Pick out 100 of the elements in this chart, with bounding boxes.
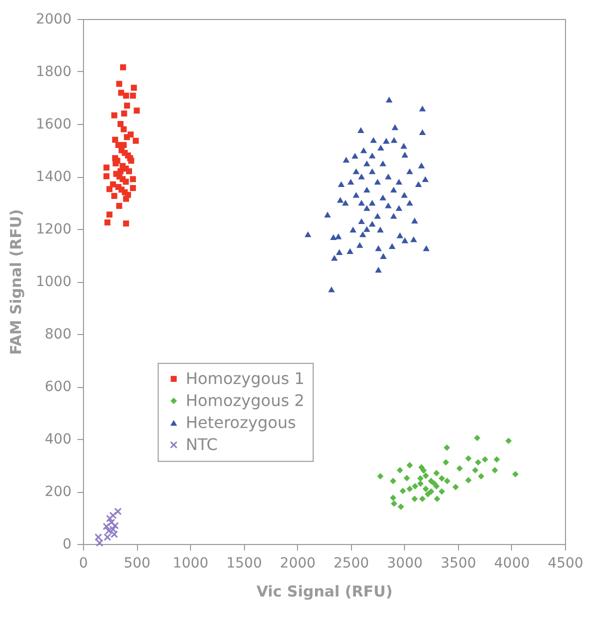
point [117, 121, 124, 127]
point [390, 500, 398, 507]
point [419, 496, 426, 502]
point [465, 477, 472, 484]
point [474, 459, 482, 466]
x-axis-title: Vic Signal (RFU) [256, 582, 393, 600]
point [434, 496, 440, 502]
point [128, 158, 134, 164]
point [438, 488, 446, 495]
y-tick-label: 1800 [36, 64, 72, 80]
point [465, 455, 472, 462]
point [120, 64, 126, 70]
x-tick-label: 2500 [333, 556, 370, 572]
point [130, 185, 136, 192]
point [122, 178, 129, 185]
point [116, 202, 122, 209]
point [442, 459, 450, 466]
y-tick-label: 1200 [36, 222, 72, 238]
point [111, 192, 118, 199]
point [474, 434, 480, 442]
point [428, 478, 434, 484]
point [104, 219, 110, 226]
x-tick-label: 3500 [440, 556, 476, 572]
x-tick-label: 500 [124, 556, 150, 572]
x-tick-label: 4000 [494, 556, 530, 572]
point [398, 504, 404, 510]
point [422, 472, 429, 479]
x-tick-label: 0 [79, 556, 88, 572]
point [472, 467, 478, 474]
point [123, 92, 130, 99]
point [390, 478, 396, 484]
point [110, 530, 118, 538]
point [104, 534, 111, 541]
point [112, 155, 118, 162]
point [124, 102, 130, 109]
point [444, 444, 450, 451]
point [431, 480, 438, 487]
point [102, 522, 110, 530]
point [512, 470, 519, 478]
point [396, 467, 404, 474]
point [123, 220, 130, 226]
point [124, 192, 131, 198]
point [433, 470, 440, 476]
point [417, 480, 424, 487]
y-axis-title: FAM Signal (RFU) [6, 209, 25, 355]
point [118, 90, 124, 96]
legend-label: Homozygous 2 [186, 390, 304, 410]
point [428, 488, 434, 495]
point [112, 522, 119, 530]
point [390, 494, 396, 501]
point [411, 496, 418, 502]
point [505, 438, 512, 444]
point [111, 112, 118, 118]
point [130, 84, 137, 91]
point [114, 508, 122, 515]
point [482, 456, 488, 463]
x-tick-label: 1500 [226, 556, 262, 572]
legend-label: NTC [186, 434, 218, 454]
point [478, 473, 484, 480]
point [422, 486, 429, 492]
point [124, 134, 130, 140]
y-tick-label: 2000 [36, 12, 72, 28]
point [116, 80, 122, 87]
point [130, 92, 136, 99]
point [444, 478, 450, 484]
point [404, 474, 410, 482]
point [103, 173, 110, 180]
point [112, 136, 118, 143]
y-tick-label: 400 [44, 432, 72, 448]
point [105, 527, 112, 534]
point [126, 168, 132, 174]
x-tick-label: 4500 [548, 556, 584, 572]
point [96, 539, 104, 546]
y-tick-label: 600 [44, 379, 72, 395]
y-tick-label: 1600 [36, 116, 72, 132]
point [417, 475, 424, 482]
y-tick-label: 1000 [36, 274, 72, 290]
point [452, 484, 459, 490]
y-tick-label: 0 [62, 536, 72, 552]
y-tick-label: 200 [44, 484, 72, 500]
point [420, 467, 427, 474]
legend-label: Heterozygous [186, 412, 296, 432]
point [456, 465, 463, 472]
legend-label: Homozygous 1 [186, 368, 304, 388]
point [120, 126, 127, 132]
point [130, 176, 136, 182]
point [110, 181, 116, 188]
point [377, 473, 384, 480]
x-tick-label: 1000 [172, 556, 208, 572]
point [121, 110, 128, 116]
point [106, 212, 112, 218]
point [400, 488, 406, 494]
y-tick-label: 1400 [36, 169, 72, 185]
point [117, 168, 124, 174]
point [134, 108, 140, 114]
y-tick-label: 800 [44, 326, 72, 342]
point [406, 486, 413, 492]
point [438, 475, 446, 482]
point [424, 490, 432, 498]
point [492, 467, 498, 474]
